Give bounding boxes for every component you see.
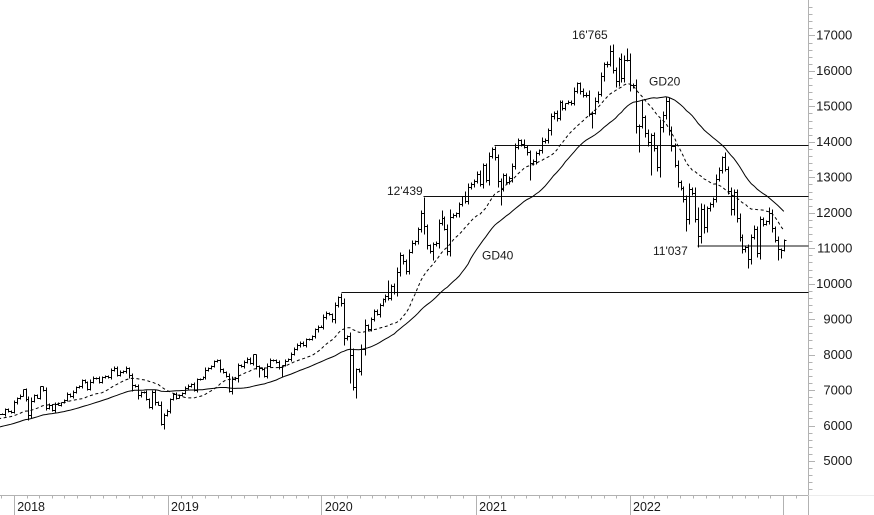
svg-text:2021: 2021: [479, 500, 507, 514]
svg-text:GD20: GD20: [649, 75, 681, 89]
svg-text:17000: 17000: [816, 28, 852, 43]
svg-text:15000: 15000: [816, 99, 852, 114]
svg-text:11'037: 11'037: [653, 244, 688, 258]
svg-text:GD40: GD40: [482, 249, 514, 263]
svg-text:16000: 16000: [816, 63, 852, 78]
svg-text:7000: 7000: [823, 382, 852, 397]
svg-text:11000: 11000: [817, 240, 852, 255]
svg-text:2019: 2019: [171, 500, 199, 514]
svg-text:16'765: 16'765: [572, 28, 608, 42]
svg-text:2022: 2022: [633, 500, 661, 514]
svg-text:2018: 2018: [17, 500, 45, 514]
svg-text:13000: 13000: [816, 170, 852, 185]
svg-text:12000: 12000: [816, 205, 852, 220]
svg-text:9000: 9000: [823, 311, 852, 326]
svg-text:2020: 2020: [325, 500, 353, 514]
svg-text:10000: 10000: [816, 276, 852, 291]
svg-text:5000: 5000: [823, 453, 852, 468]
svg-text:6000: 6000: [823, 418, 852, 433]
svg-text:14000: 14000: [816, 134, 852, 149]
svg-text:12'439: 12'439: [387, 184, 423, 198]
svg-text:8000: 8000: [823, 347, 852, 362]
